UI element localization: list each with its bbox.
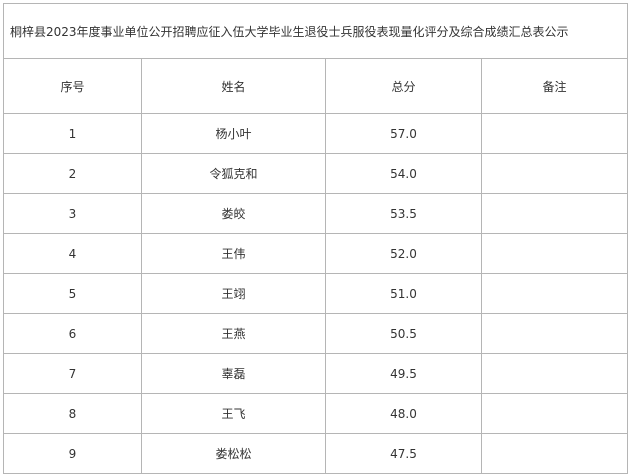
empty-cell (480, 313, 629, 354)
data-row: 6 王燕 50.5 (3, 313, 629, 354)
data-row: 5 王翊 51.0 (3, 273, 629, 314)
empty-cell (480, 273, 629, 314)
data-cell: 7 (3, 353, 142, 394)
data-cell: 娄皎 (141, 193, 326, 234)
table-title: 桐梓县2023年度事业单位公开招聘应征入伍大学毕业生退役士兵服役表现量化评分及综… (2, 3, 629, 59)
data-cell: 51.0 (325, 273, 482, 314)
table-wrapper: 桐梓县2023年度事业单位公开招聘应征入伍大学毕业生退役士兵服役表现量化评分及综… (2, 3, 629, 474)
header-cell: 姓名 (141, 58, 326, 114)
data-cell: 54.0 (325, 153, 482, 194)
data-cell: 王伟 (141, 233, 326, 274)
data-row: 1 杨小叶 57.0 (3, 113, 629, 154)
data-cell: 王燕 (141, 313, 326, 354)
data-cell: 辜磊 (141, 353, 326, 394)
data-row: 3 娄皎 53.5 (3, 193, 629, 234)
data-cell: 2 (3, 153, 142, 194)
header-cell: 总分 (325, 58, 482, 114)
data-cell: 1 (3, 113, 142, 154)
empty-cell (480, 113, 629, 154)
empty-cell (480, 393, 629, 434)
data-cell: 王飞 (141, 393, 326, 434)
data-cell: 53.5 (325, 193, 482, 234)
data-cell: 49.5 (325, 353, 482, 394)
data-cell: 48.0 (325, 393, 482, 434)
data-row: 4 王伟 52.0 (3, 233, 629, 274)
data-cell: 50.5 (325, 313, 482, 354)
data-cell: 8 (3, 393, 142, 434)
data-cell: 9 (3, 433, 142, 474)
data-row: 7 辜磊 49.5 (3, 353, 629, 394)
title-row: 桐梓县2023年度事业单位公开招聘应征入伍大学毕业生退役士兵服役表现量化评分及综… (2, 3, 629, 59)
empty-cell (480, 433, 629, 474)
data-cell: 52.0 (325, 233, 482, 274)
header-cell: 备注 (480, 58, 629, 114)
data-row: 2 令狐克和 54.0 (3, 153, 629, 194)
table-body: 桐梓县2023年度事业单位公开招聘应征入伍大学毕业生退役士兵服役表现量化评分及综… (2, 3, 629, 474)
data-cell: 4 (3, 233, 142, 274)
header-row: 序号 姓名 总分 备注 (3, 58, 629, 114)
score-table: 桐梓县2023年度事业单位公开招聘应征入伍大学毕业生退役士兵服役表现量化评分及综… (2, 3, 629, 474)
empty-cell (480, 233, 629, 274)
data-row: 9 娄松松 47.5 (3, 433, 629, 474)
data-cell: 娄松松 (141, 433, 326, 474)
data-row: 8 王飞 48.0 (3, 393, 629, 434)
header-cell: 序号 (3, 58, 142, 114)
empty-cell (480, 193, 629, 234)
empty-cell (480, 353, 629, 394)
empty-cell (480, 153, 629, 194)
data-cell: 47.5 (325, 433, 482, 474)
data-cell: 57.0 (325, 113, 482, 154)
data-cell: 3 (3, 193, 142, 234)
data-cell: 5 (3, 273, 142, 314)
data-cell: 令狐克和 (141, 153, 326, 194)
data-cell: 杨小叶 (141, 113, 326, 154)
data-cell: 6 (3, 313, 142, 354)
data-cell: 王翊 (141, 273, 326, 314)
